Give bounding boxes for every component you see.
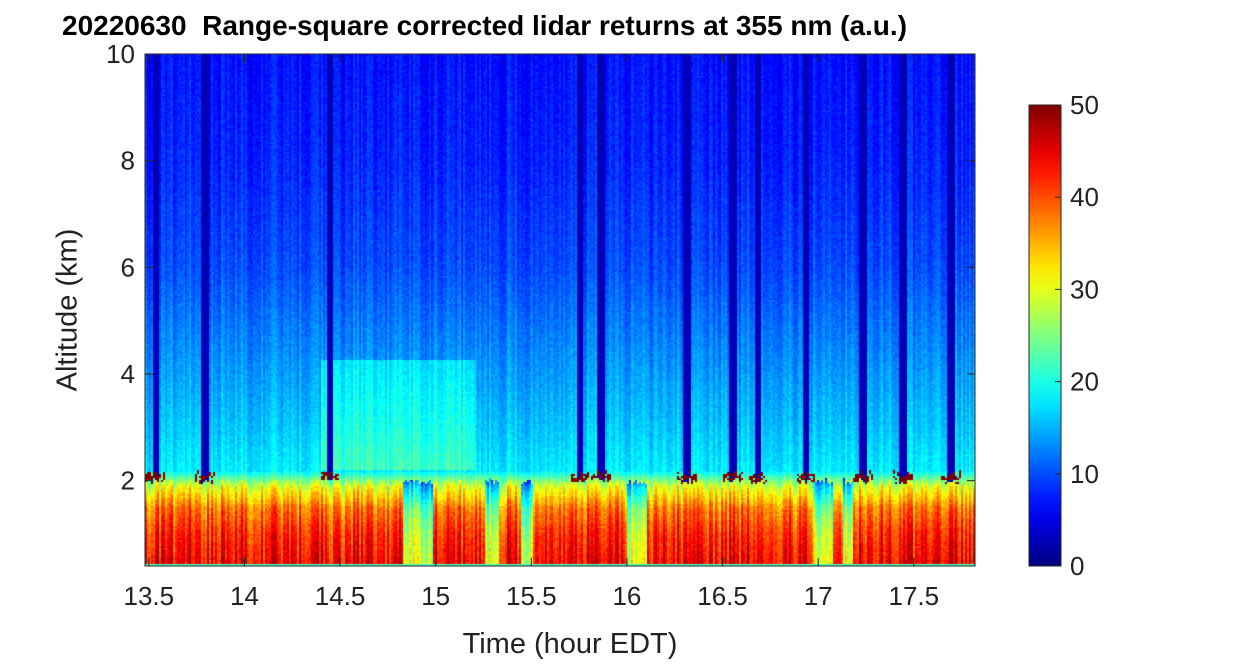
y-tick-label: 6 [121,252,135,282]
y-tick-label: 4 [121,359,135,389]
colorbar-tick-label: 30 [1070,274,1099,304]
colorbar: 0 10 20 30 40 50 [1028,90,1099,581]
axes: 13.5 14 14.5 15 15.5 16 16.5 17 17.5 2 4 6 8 10 [106,39,976,611]
x-tick-label: 16 [612,581,641,611]
x-tick-label: 17 [804,581,833,611]
colorbar-tick-label: 40 [1070,182,1099,212]
x-tick-label: 14 [230,581,259,611]
x-tick-label: 16.5 [697,581,748,611]
colorbar-tick-label: 20 [1070,367,1099,397]
x-tick-label: 13.5 [124,581,175,611]
y-tick-label: 8 [121,146,135,176]
y-tick-label: 10 [106,39,135,69]
colorbar-tick-label: 50 [1070,90,1099,120]
x-tick-label: 15 [421,581,450,611]
colorbar-tick-label: 10 [1070,459,1099,489]
colorbar-gradient [1028,104,1062,567]
colorbar-tick-label: 0 [1070,551,1084,581]
x-tick-label: 15.5 [506,581,557,611]
y-axis-label: Altitude (km) [51,228,84,392]
y-tick-label: 2 [121,466,135,496]
heatmap-image [145,54,975,566]
x-axis-label: Time (hour EDT) [462,628,678,660]
plot-frame [144,53,976,567]
x-tick-label: 17.5 [888,581,939,611]
x-tick-label: 14.5 [315,581,366,611]
heatmap [145,54,975,566]
chart-title: 20220630 Range-square corrected lidar re… [62,10,908,41]
